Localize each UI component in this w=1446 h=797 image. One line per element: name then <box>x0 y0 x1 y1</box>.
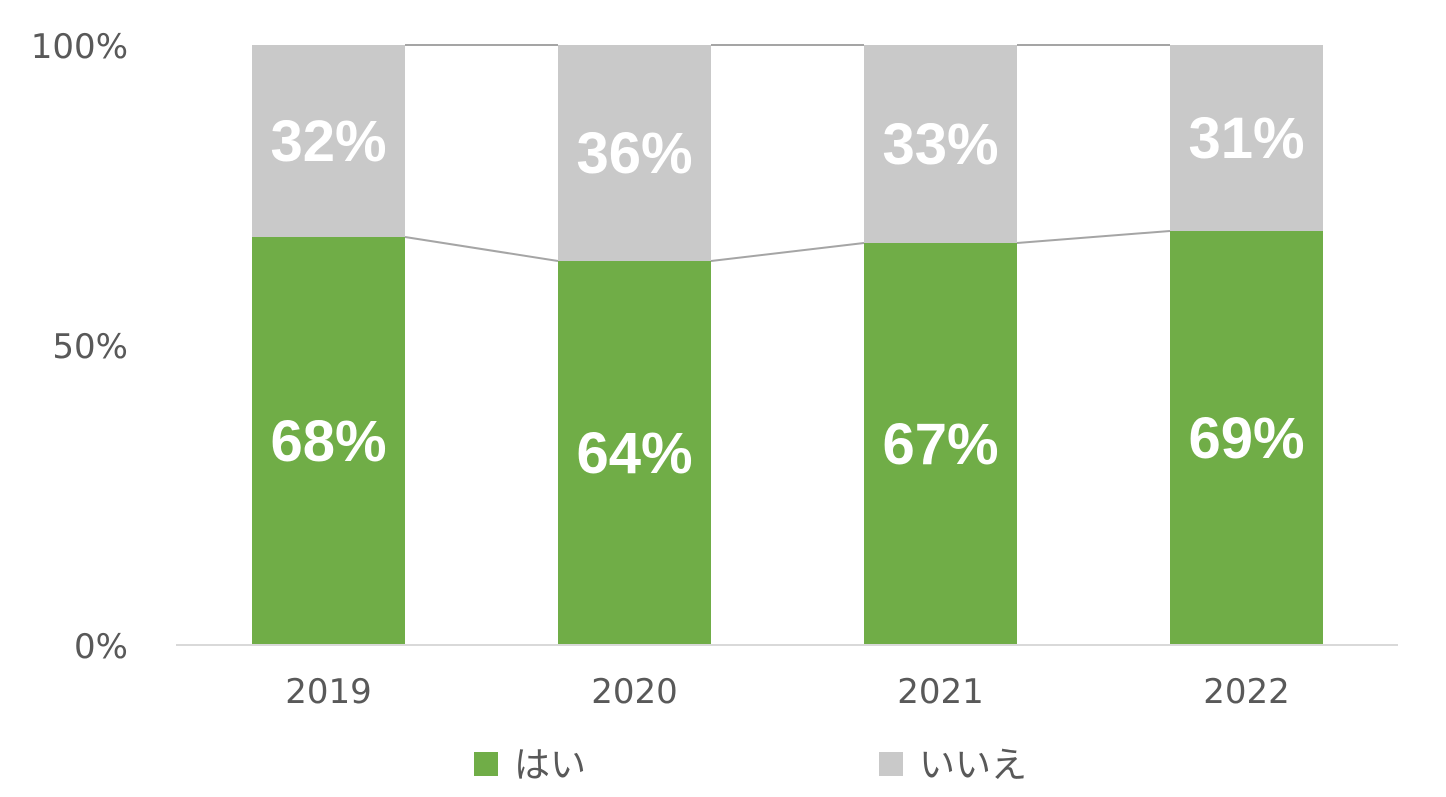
x-axis-ticks: 2019 2020 2021 2022 <box>285 672 1290 712</box>
y-tick-label-50: 50% <box>52 327 128 367</box>
bar-yes-2020 <box>558 261 711 645</box>
data-label-no-2021: 33% <box>882 112 998 177</box>
bar-no-2022 <box>1170 45 1323 231</box>
legend-swatch-yes <box>474 752 498 776</box>
data-label-yes-2019: 68% <box>270 409 386 474</box>
bar-no-2021 <box>864 45 1017 243</box>
legend-label-yes: はい <box>514 745 586 786</box>
bar-no-2020 <box>558 45 711 261</box>
x-tick-label-2019: 2019 <box>285 672 372 712</box>
bar-yes-2019 <box>252 237 405 645</box>
legend: はい いいえ <box>474 745 1027 786</box>
series-line-mid-2 <box>1016 230 1171 244</box>
y-tick-label-100: 100% <box>31 27 128 67</box>
bar-no-2019 <box>252 45 405 237</box>
y-tick-label-0: 0% <box>74 627 128 667</box>
legend-label-no: いいえ <box>919 745 1027 786</box>
data-label-yes-2021: 67% <box>882 412 998 477</box>
bar-yes-2021 <box>864 243 1017 645</box>
series-line-mid-0 <box>404 236 559 262</box>
y-axis-ticks: 0% 50% 100% <box>31 27 128 667</box>
data-label-no-2020: 36% <box>576 121 692 186</box>
series-lines <box>404 44 1171 262</box>
data-labels: 68% 32% 64% 36% 67% 33% 69% 31% <box>270 106 1304 486</box>
data-label-no-2019: 32% <box>270 109 386 174</box>
data-label-no-2022: 31% <box>1188 106 1304 171</box>
data-label-yes-2022: 69% <box>1188 406 1304 471</box>
data-label-yes-2020: 64% <box>576 421 692 486</box>
series-line-mid-1 <box>710 242 865 262</box>
bar-yes-2022 <box>1170 231 1323 645</box>
legend-swatch-no <box>879 752 903 776</box>
x-tick-label-2020: 2020 <box>591 672 678 712</box>
x-tick-label-2022: 2022 <box>1203 672 1290 712</box>
x-tick-label-2021: 2021 <box>897 672 984 712</box>
bars <box>252 45 1323 645</box>
